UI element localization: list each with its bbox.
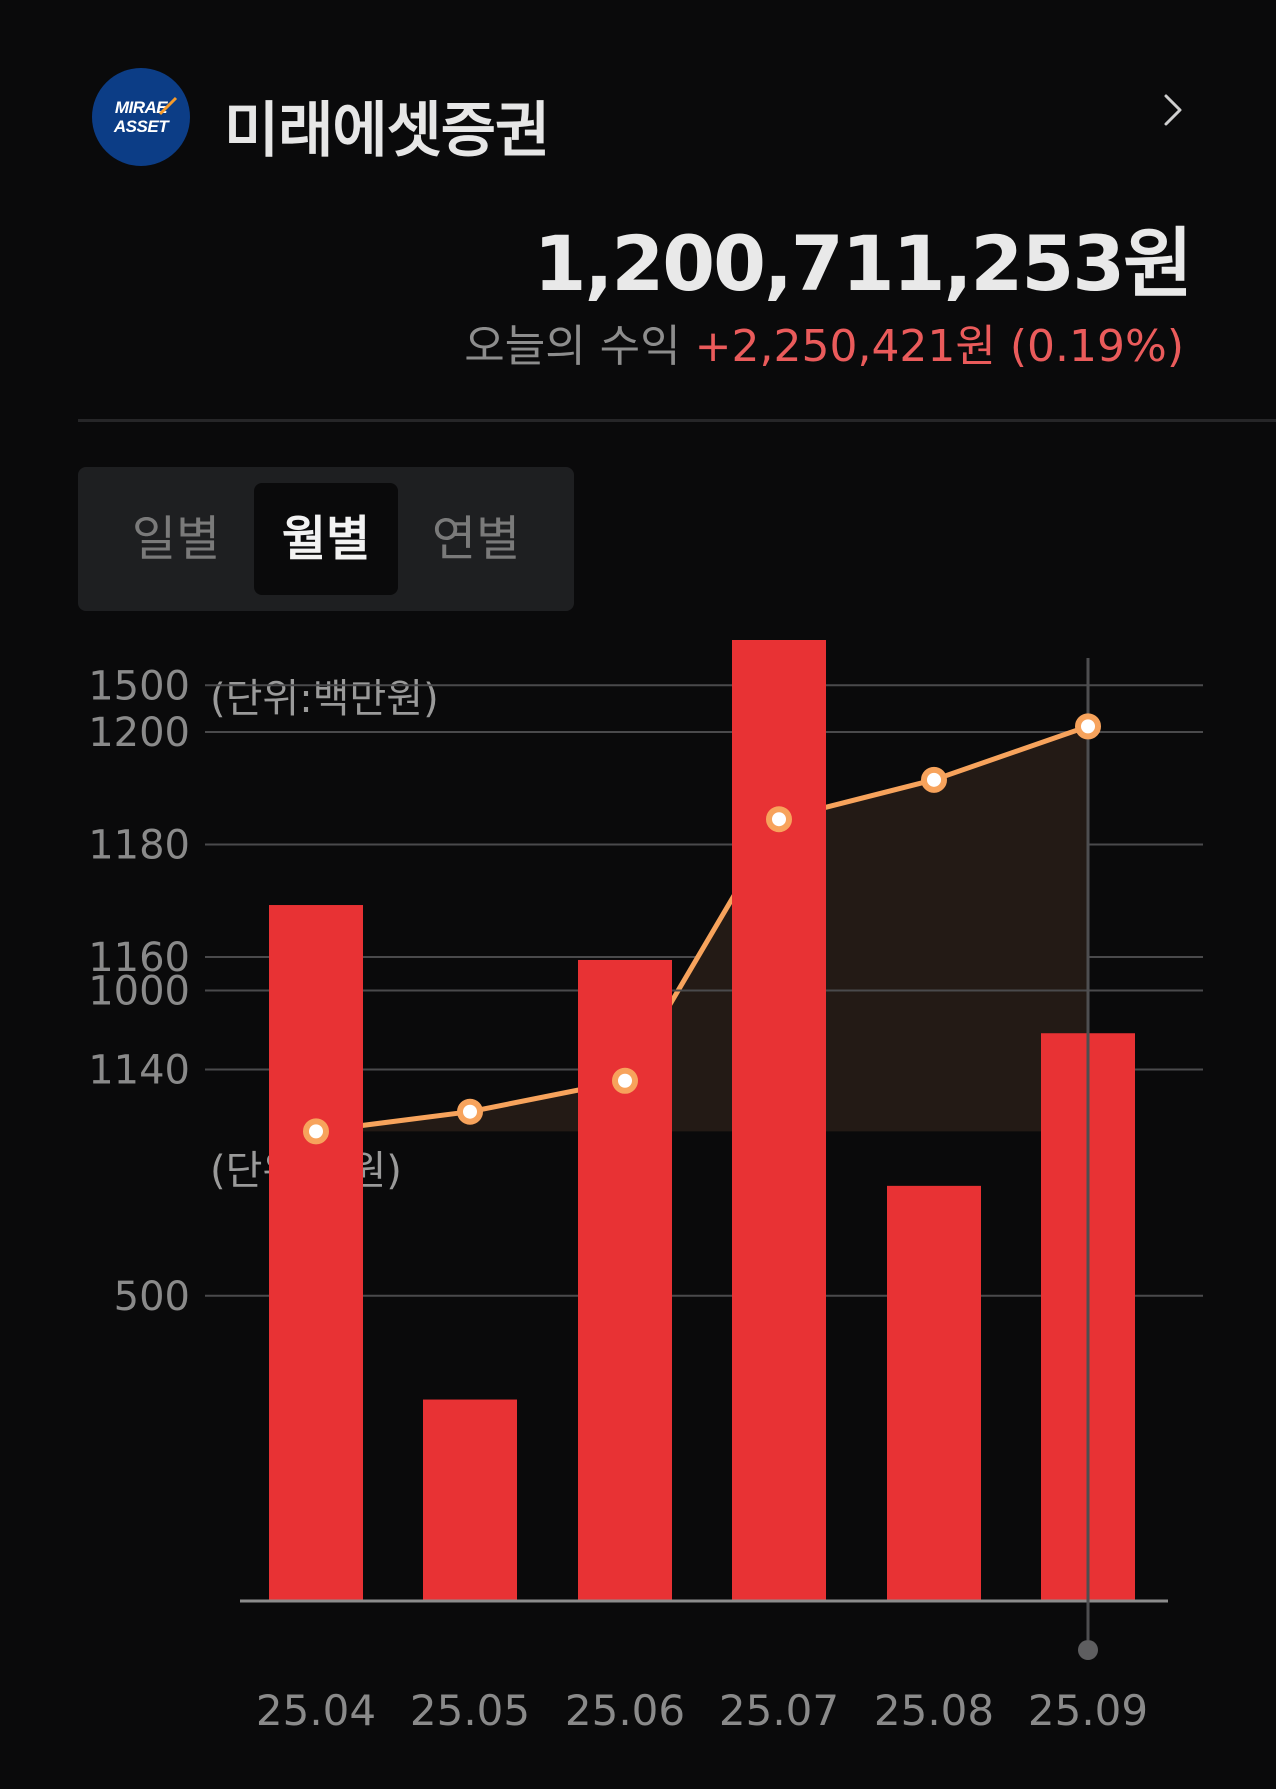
x-axis-label: 25.07 — [719, 1686, 839, 1735]
line-y-tick: 1140 — [88, 1048, 190, 1094]
logo-swoosh-icon — [158, 96, 178, 116]
profit-bar — [269, 905, 363, 1601]
tab-monthly[interactable]: 월별 — [254, 483, 398, 595]
mirae-asset-logo: MIRAE ASSET — [92, 68, 190, 166]
line-point — [921, 766, 947, 793]
x-axis-label: 25.04 — [256, 1686, 376, 1735]
logo-text-line2: ASSET — [113, 117, 169, 136]
line-point — [457, 1098, 483, 1125]
profit-bar — [423, 1399, 517, 1601]
line-y-tick: 1160 — [88, 935, 190, 981]
period-segmented-control: 일별 월별 연별 — [78, 467, 574, 611]
line-series — [315, 724, 1089, 1134]
x-axis-label: 25.08 — [874, 1686, 994, 1735]
bar-y-tick: 500 — [114, 1274, 190, 1320]
tab-yearly[interactable]: 연별 — [431, 511, 521, 567]
line-point — [1075, 713, 1101, 740]
x-axis-label: 25.09 — [1028, 1686, 1148, 1735]
line-point — [766, 806, 792, 833]
profit-bar — [732, 640, 826, 1602]
total-assets: 1,200,711,253원 — [533, 219, 1193, 308]
tab-daily[interactable]: 일별 — [131, 511, 221, 567]
today-profit-value: +2,250,421원 (0.19%) — [694, 321, 1184, 372]
bar-y-tick: 1000 — [88, 969, 190, 1015]
line-y-tick: 1200 — [88, 710, 190, 756]
divider — [78, 419, 1276, 422]
brokerage-name: 미래에셋증권 — [224, 96, 550, 166]
line-unit-label: (단위:백만원) — [210, 676, 439, 722]
line-area-fill — [316, 726, 1088, 1132]
x-axis-label: 25.05 — [410, 1686, 530, 1735]
today-profit-row: 오늘의 수익 +2,250,421원 (0.19%) — [464, 310, 1184, 374]
bar-y-tick: 1500 — [88, 663, 190, 709]
profit-bar — [578, 959, 672, 1601]
line-point — [303, 1118, 329, 1145]
profit-bar — [887, 1185, 981, 1601]
chevron-right-icon[interactable] — [1162, 90, 1186, 130]
account-header[interactable]: MIRAE ASSET 미래에셋증권 — [92, 68, 1192, 168]
logo-text-line1: MIRAE — [114, 98, 168, 117]
asset-and-profit-chart[interactable]: 1140116011801200(단위:백만원)5001000150020002… — [0, 640, 1276, 1789]
selection-cursor-handle — [1078, 1640, 1098, 1660]
today-profit-label: 오늘의 수익 — [464, 321, 681, 372]
line-point — [612, 1067, 638, 1094]
line-y-tick: 1180 — [88, 823, 190, 869]
x-axis-label: 25.06 — [565, 1686, 685, 1735]
